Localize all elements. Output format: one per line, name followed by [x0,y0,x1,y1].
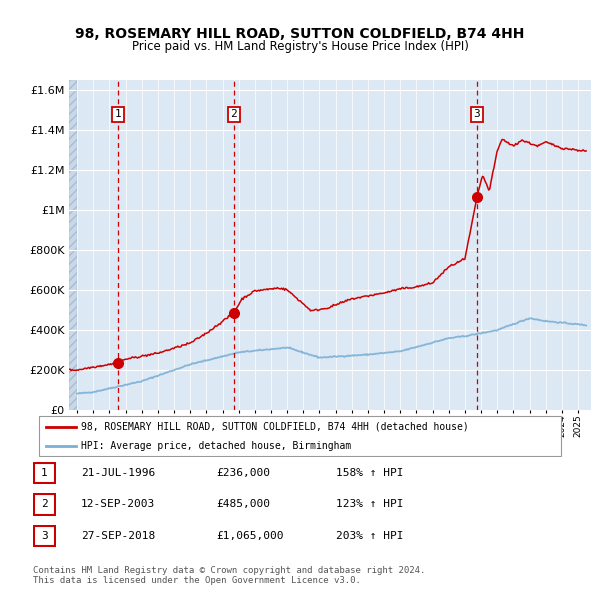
Text: 2: 2 [41,500,48,509]
FancyBboxPatch shape [38,417,561,455]
Text: Price paid vs. HM Land Registry's House Price Index (HPI): Price paid vs. HM Land Registry's House … [131,40,469,53]
Text: £485,000: £485,000 [216,500,270,509]
FancyBboxPatch shape [34,494,55,514]
Text: HPI: Average price, detached house, Birmingham: HPI: Average price, detached house, Birm… [81,441,351,451]
Text: £1,065,000: £1,065,000 [216,531,284,540]
FancyBboxPatch shape [34,526,55,546]
Text: £236,000: £236,000 [216,468,270,478]
Bar [69,80,77,410]
FancyBboxPatch shape [34,463,55,483]
Text: 27-SEP-2018: 27-SEP-2018 [81,531,155,540]
Text: 21-JUL-1996: 21-JUL-1996 [81,468,155,478]
Text: 158% ↑ HPI: 158% ↑ HPI [336,468,404,478]
Text: 3: 3 [41,531,48,540]
Text: 3: 3 [473,109,480,119]
Text: 1: 1 [41,468,48,478]
Text: 98, ROSEMARY HILL ROAD, SUTTON COLDFIELD, B74 4HH (detached house): 98, ROSEMARY HILL ROAD, SUTTON COLDFIELD… [81,422,469,432]
Text: Contains HM Land Registry data © Crown copyright and database right 2024.
This d: Contains HM Land Registry data © Crown c… [33,566,425,585]
Text: 2: 2 [230,109,237,119]
Text: 98, ROSEMARY HILL ROAD, SUTTON COLDFIELD, B74 4HH: 98, ROSEMARY HILL ROAD, SUTTON COLDFIELD… [76,27,524,41]
Text: 1: 1 [115,109,122,119]
Text: 123% ↑ HPI: 123% ↑ HPI [336,500,404,509]
Text: 12-SEP-2003: 12-SEP-2003 [81,500,155,509]
Text: 203% ↑ HPI: 203% ↑ HPI [336,531,404,540]
